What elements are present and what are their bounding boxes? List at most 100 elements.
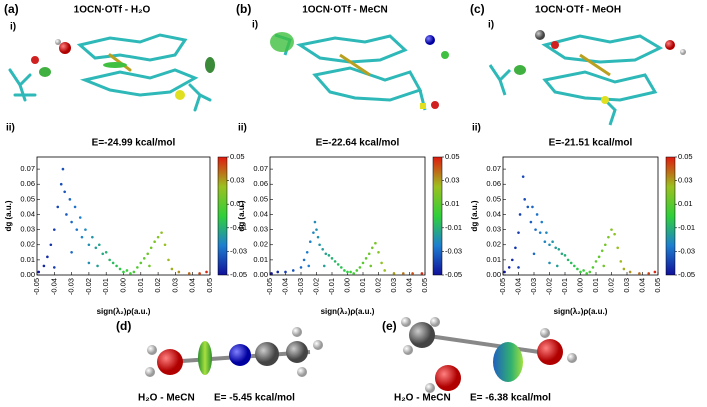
sub-label: ii) <box>472 123 481 134</box>
x-axis-label: sign(λ₂)ρ(a.u.) <box>97 307 151 316</box>
data-point <box>511 258 514 262</box>
x-tick-label: 0.00 <box>342 278 351 293</box>
data-point <box>557 247 561 251</box>
data-point <box>374 241 377 245</box>
data-point <box>56 205 60 209</box>
data-point <box>545 231 548 234</box>
data-point <box>604 243 607 247</box>
colorbar-tick-label: 0.05 <box>230 152 245 161</box>
data-point <box>600 249 604 253</box>
x-tick-label: 0.05 <box>205 278 214 293</box>
data-point <box>68 198 72 201</box>
panel-label: (e) <box>382 319 397 333</box>
data-point <box>529 220 533 224</box>
y-tick-label: 0.01 <box>253 255 268 264</box>
data-point <box>70 251 73 254</box>
y-axis-label: dg (a.u.) <box>470 200 479 231</box>
plot-frame <box>502 156 659 276</box>
data-point <box>324 252 328 256</box>
data-point <box>318 243 321 247</box>
y-tick-label: 0.00 <box>253 270 268 279</box>
data-point <box>507 266 511 269</box>
data-point <box>53 266 56 269</box>
data-point <box>96 264 99 268</box>
x-tick-label: 0.04 <box>404 278 413 293</box>
molecule-b <box>270 32 449 111</box>
colorbar <box>665 156 676 276</box>
y-tick-label: 0.05 <box>20 194 35 203</box>
x-tick-label: 0.03 <box>622 278 631 293</box>
x-tick-label: 0.03 <box>389 278 398 293</box>
data-point <box>70 220 73 224</box>
sub-label: i) <box>488 20 494 31</box>
x-tick-label: 0.01 <box>358 278 367 293</box>
data-point <box>566 258 570 262</box>
data-point <box>619 260 623 263</box>
data-point <box>628 270 632 274</box>
data-point <box>371 246 374 250</box>
data-point <box>333 260 337 263</box>
y-axis-label: dg (a.u.) <box>4 200 13 231</box>
y-tick-label: 0.07 <box>253 164 268 173</box>
data-point <box>302 258 306 262</box>
colorbar-tick-label: 0.05 <box>445 152 460 161</box>
colorbar-tick-label: -0.03 <box>230 246 247 255</box>
data-point <box>125 269 129 272</box>
colorbar-tick-label: -0.05 <box>230 270 247 279</box>
data-point <box>167 258 170 262</box>
data-point <box>653 270 657 274</box>
data-point <box>380 261 383 265</box>
x-tick-label: -0.02 <box>84 278 93 295</box>
data-point <box>361 261 365 265</box>
x-tick-label: 0.02 <box>153 278 162 293</box>
x-tick-label: 0.02 <box>606 278 615 293</box>
x-tick-label: 0.03 <box>170 278 179 293</box>
colorbar-tick-label: -0.05 <box>445 270 462 279</box>
y-tick-label: 0.07 <box>20 164 35 173</box>
colorbar-tick-label: -0.01 <box>445 223 462 232</box>
colorbar-tick-label: -0.03 <box>445 246 462 255</box>
data-point <box>543 240 547 244</box>
x-tick-label: -0.03 <box>529 278 538 295</box>
y-tick-label: 0.03 <box>253 225 268 234</box>
data-point <box>97 243 101 247</box>
data-point <box>163 243 167 247</box>
colorbar <box>432 156 443 276</box>
molecule-title: 1OCN·OTf - H₂O <box>74 5 151 16</box>
data-point <box>340 266 343 269</box>
data-point <box>610 228 613 231</box>
molecule-c <box>488 30 686 126</box>
colorbar-tick-label: 0.03 <box>678 176 693 185</box>
data-point <box>517 231 520 234</box>
data-point <box>205 270 208 274</box>
data-point <box>534 228 537 231</box>
colorbar-tick-label: 0.01 <box>445 199 460 208</box>
data-point <box>291 269 295 272</box>
colorbar-tick-label: 0.01 <box>678 199 693 208</box>
data-point <box>305 251 309 254</box>
sub-label: ii) <box>6 123 15 134</box>
y-tick-label: 0.03 <box>20 225 35 234</box>
data-point <box>136 266 139 269</box>
data-point <box>148 264 151 268</box>
data-point <box>613 232 616 236</box>
y-tick-label: 0.07 <box>486 164 501 173</box>
data-point <box>187 272 191 275</box>
data-point <box>321 247 325 251</box>
x-tick-label: 0.05 <box>420 278 429 293</box>
data-point <box>111 261 115 265</box>
data-point <box>108 258 111 262</box>
data-point <box>139 261 143 265</box>
caption-energy: E= -5.45 kcal/mol <box>214 393 295 404</box>
caption-pair: H₂O - MeCN <box>394 393 451 404</box>
data-point <box>149 246 153 250</box>
x-tick-label: -0.01 <box>327 278 336 295</box>
y-tick-label: 0.00 <box>486 270 501 279</box>
data-point <box>309 240 312 244</box>
y-tick-label: 0.06 <box>253 179 268 188</box>
chart-title: E=-24.99 kcal/mol <box>92 138 176 149</box>
data-point <box>122 270 125 274</box>
molecule-d <box>145 327 323 377</box>
y-tick-label: 0.02 <box>20 240 35 249</box>
